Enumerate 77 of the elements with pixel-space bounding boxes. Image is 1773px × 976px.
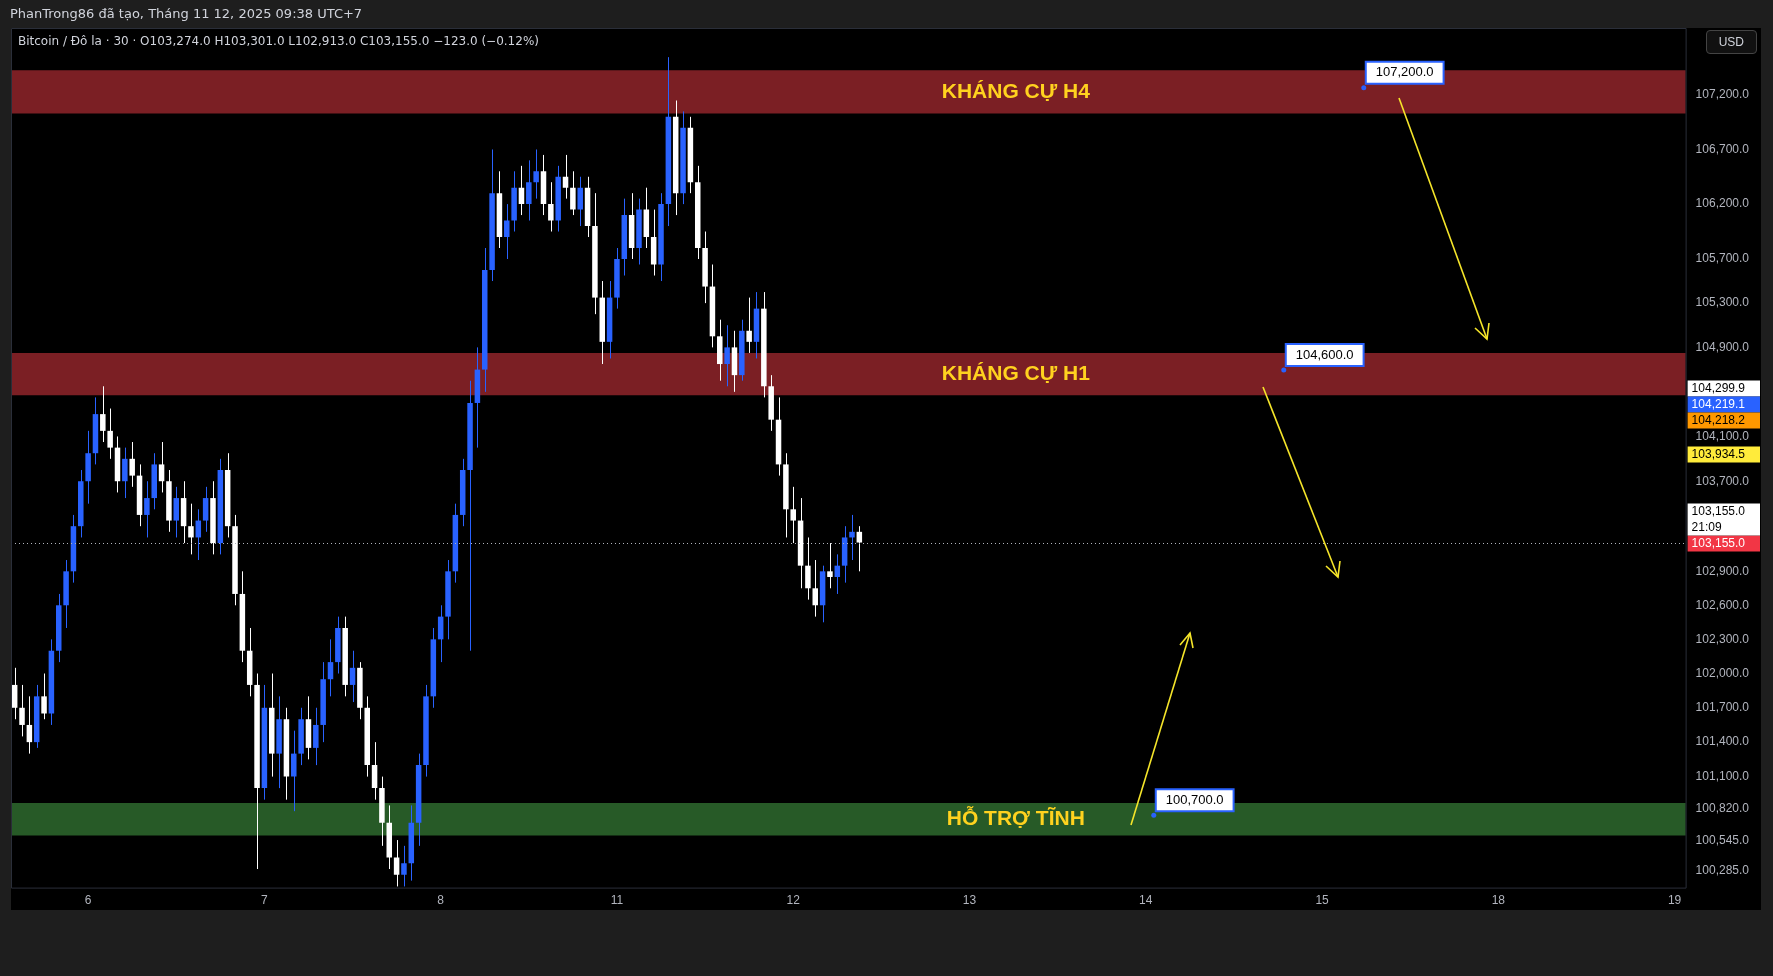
candlestick xyxy=(327,638,334,697)
text: 103,155.0 21:09 xyxy=(1691,503,1746,534)
candlestick xyxy=(173,486,180,538)
candlestick xyxy=(724,324,730,387)
ref-line-label: 103,155.0 xyxy=(1691,535,1746,550)
y-tick-label: 100,820.0 xyxy=(1695,801,1750,816)
y-tick-label: 105,700.0 xyxy=(1695,251,1750,266)
candlestick xyxy=(19,684,25,737)
annotation: 104,600.0 xyxy=(1295,346,1354,362)
chart-title: PhanTrong86 đã tạo, Tháng 11 12, 2025 09:38 UTC+7 xyxy=(10,6,363,21)
candlestick xyxy=(291,730,297,812)
candlestick xyxy=(504,203,510,260)
annotation: 100,700.0 xyxy=(1165,791,1224,807)
y-tick-label: 107,200.0 xyxy=(1695,87,1750,102)
candlestick xyxy=(100,385,106,443)
y-tick-label: 100,545.0 xyxy=(1695,832,1750,847)
x-tick-label: 15 xyxy=(1315,893,1330,908)
candlestick xyxy=(849,514,855,561)
text: USD xyxy=(1705,30,1757,54)
candlestick xyxy=(577,176,583,227)
y-tick-label: 103,700.0 xyxy=(1695,473,1750,488)
y-tick-label: 104,900.0 xyxy=(1695,339,1750,354)
candlestick xyxy=(371,741,378,801)
x-tick-label: 18 xyxy=(1491,893,1506,908)
candlestick xyxy=(158,441,165,493)
candlestick xyxy=(790,486,796,544)
candlestick xyxy=(856,525,863,572)
candlestick xyxy=(548,181,554,233)
candlestick xyxy=(533,148,539,200)
x-tick-label: 14 xyxy=(1139,893,1153,908)
y-tick-label: 102,600.0 xyxy=(1695,597,1750,612)
text: 103,934.5 xyxy=(1691,446,1746,461)
x-tick-label: 13 xyxy=(962,893,977,908)
y-tick-label: 102,300.0 xyxy=(1695,631,1750,646)
candlestick xyxy=(107,408,113,460)
candlestick xyxy=(202,486,209,533)
candlestick xyxy=(144,480,150,538)
candlestick xyxy=(129,441,135,488)
candlestick xyxy=(41,673,47,720)
text: 104,218.2 xyxy=(1691,412,1746,427)
candlestick xyxy=(827,542,833,589)
x-tick-label: 6 xyxy=(84,893,92,908)
candlestick xyxy=(562,154,569,200)
text: 104,219.1 xyxy=(1691,396,1746,411)
candlestick xyxy=(349,650,356,703)
candlestick xyxy=(393,839,400,887)
y-tick-label: 106,700.0 xyxy=(1695,141,1750,156)
x-tick-label: 19 xyxy=(1667,893,1682,908)
y-tick-label: 101,700.0 xyxy=(1695,700,1750,715)
band-label: HỖ TRỢ TĨNH xyxy=(946,806,1085,830)
y-tick-label: 104,100.0 xyxy=(1695,428,1750,443)
x-tick-label: 7 xyxy=(261,893,269,908)
candlestick xyxy=(805,536,811,601)
x-tick-label: 11 xyxy=(610,893,624,908)
x-tick-label: 8 xyxy=(437,893,445,908)
band-label: KHÁNG CỰ H1 xyxy=(941,360,1091,384)
candlestick xyxy=(313,707,319,766)
candlestick xyxy=(526,159,532,222)
candlestick xyxy=(570,170,576,216)
y-tick-label: 100,285.0 xyxy=(1695,863,1750,878)
candlestick xyxy=(746,297,752,354)
y-tick-label: 105,300.0 xyxy=(1695,295,1750,310)
candlestick xyxy=(401,845,407,887)
y-tick-label: 106,200.0 xyxy=(1695,196,1750,211)
candlestick xyxy=(812,559,819,618)
candlestick xyxy=(188,503,194,555)
y-tick-label: 101,100.0 xyxy=(1695,768,1750,783)
text: 104,299.9 xyxy=(1691,380,1746,395)
x-tick-label: 12 xyxy=(786,893,801,908)
text: Bitcoin / Đô la · 30 · O103,274.0 H103,301.0 L102,913.0 C103,155.0 −123.0 (−0.12%) xyxy=(18,34,539,48)
annotation: 107,200.0 xyxy=(1375,64,1434,80)
band-label: KHÁNG CỰ H4 xyxy=(941,78,1091,102)
candlestick xyxy=(122,447,128,499)
candlestick xyxy=(11,667,18,720)
y-tick-label: 102,900.0 xyxy=(1695,563,1750,578)
y-tick-label: 102,000.0 xyxy=(1695,665,1750,680)
y-tick-label: 101,400.0 xyxy=(1695,734,1750,749)
